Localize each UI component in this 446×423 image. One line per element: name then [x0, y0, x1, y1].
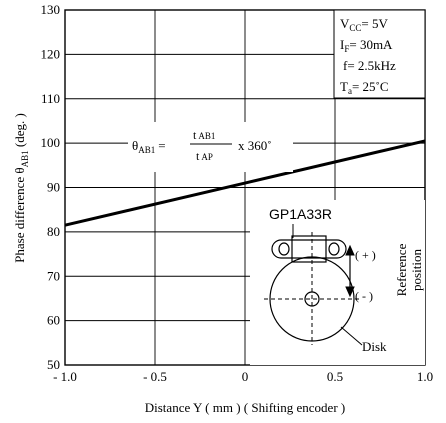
reference-label-line1: Reference [394, 243, 409, 296]
conditions-box: VCC= 5V IF= 30mA f= 2.5kHz Ta= 25˚C [333, 9, 426, 99]
formula-denominator: t AP [196, 149, 213, 163]
condition-if: IF= 30mA [340, 37, 393, 54]
x-tick-label: - 0.5 [143, 369, 167, 384]
sensor-body [271, 235, 347, 263]
series-group [64, 139, 426, 227]
y-tick-label: 110 [41, 91, 60, 106]
y-tick-label: 100 [41, 135, 61, 150]
direction-arrow-icon [345, 244, 355, 298]
formula-tail: x 360˚ [238, 138, 272, 153]
plot-frame [64, 9, 426, 366]
formula-numerator: t AB1 [193, 128, 215, 142]
condition-vcc: VCC= 5V [340, 16, 388, 33]
minus-direction-label: ( - ) [355, 289, 373, 303]
encoder-inset: GP1A33R ( + ) ( - ) Reference position D… [250, 200, 425, 365]
reference-label-line2: position [409, 249, 424, 291]
x-tick-label: 1.0 [417, 369, 433, 384]
x-tick-labels: - 1.0 - 0.5 0 0.5 1.0 [53, 369, 433, 384]
x-axis-label: Distance Y ( mm ) ( Shifting encoder ) [145, 400, 345, 415]
y-tick-label: 90 [47, 180, 60, 195]
disk-icon [264, 256, 360, 342]
x-tick-label: - 1.0 [53, 369, 77, 384]
y-tick-labels: 50 60 70 80 90 100 110 120 130 [41, 2, 61, 372]
y-tick-label: 130 [41, 2, 61, 17]
x-tick-label: 0.5 [327, 369, 343, 384]
inset-part-label: GP1A33R [269, 206, 332, 222]
x-tick-label: 0 [242, 369, 249, 384]
disk-label: Disk [362, 339, 387, 354]
disk-leader-line [340, 326, 363, 346]
y-tick-label: 80 [47, 224, 60, 239]
condition-ta: Ta= 25˚C [340, 79, 389, 96]
plus-direction-label: ( + ) [355, 248, 376, 262]
y-tick-label: 70 [47, 268, 60, 283]
y-tick-label: 120 [41, 46, 61, 61]
condition-f: f= 2.5kHz [343, 58, 396, 73]
formula-lhs: θAB1 = [132, 138, 166, 155]
y-tick-label: 50 [47, 357, 60, 372]
y-tick-label: 60 [47, 313, 60, 328]
phase-difference-line [64, 139, 426, 227]
y-axis-label: Phase difference θAB1 (deg. ) [12, 113, 30, 263]
formula-annotation: θAB1 = t AB1 t AP x 360˚ [128, 122, 293, 172]
